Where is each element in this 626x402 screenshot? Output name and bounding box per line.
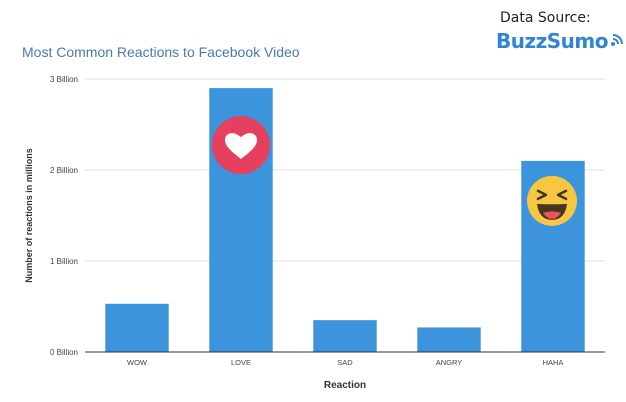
y-axis-ticks: 0 Billion 1 Billion 2 Billion 3 Billion: [50, 75, 78, 357]
x-axis-label: Reaction: [324, 380, 366, 391]
gridlines: [85, 78, 605, 262]
y-tick-label: 2 Billion: [50, 166, 78, 175]
bar-angry: [417, 327, 481, 352]
buzzsumo-logo: BuzzSumo: [496, 29, 624, 53]
heart-icon: [212, 116, 270, 175]
x-tick-label: HAHA: [543, 358, 564, 367]
bar-sad: [313, 320, 377, 352]
brand-name: BuzzSumo: [496, 29, 609, 53]
data-source-label: Data Source:: [500, 10, 591, 26]
y-axis-label: Number of reactions in millions: [24, 148, 34, 283]
x-tick-label: SAD: [337, 358, 353, 367]
chart-title: Most Common Reactions to Facebook Video: [22, 44, 300, 60]
bars: [105, 88, 585, 352]
x-axis-ticks: WOW LOVE SAD ANGRY HAHA: [127, 358, 563, 367]
laughing-emoji-icon: [527, 175, 577, 226]
x-tick-label: ANGRY: [436, 358, 463, 367]
y-tick-label: 0 Billion: [50, 348, 78, 357]
y-tick-label: 1 Billion: [50, 257, 78, 266]
bar-wow: [105, 303, 169, 352]
x-tick-label: LOVE: [231, 358, 251, 367]
wifi-signal-icon: [611, 34, 623, 46]
y-tick-label: 3 Billion: [50, 75, 78, 84]
x-tick-label: WOW: [127, 358, 148, 367]
